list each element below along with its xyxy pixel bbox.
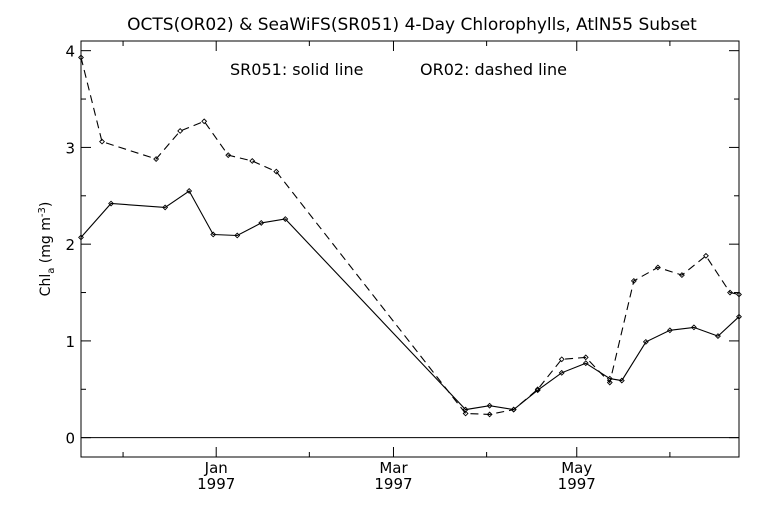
data-point-sr051	[690, 324, 697, 331]
x-tick-label-year: 1997	[558, 475, 596, 493]
x-tick-label-year: 1997	[197, 475, 235, 493]
y-axis-label: Chla (mg m-3)	[37, 202, 57, 297]
y-label-superscript: -3	[37, 207, 48, 217]
x-tick-label-month: Jan	[204, 459, 228, 477]
data-point-sr051	[108, 200, 114, 207]
y-label-main: Chl	[38, 274, 54, 297]
data-point-or02	[510, 406, 517, 413]
legend-dashed-label: OR02: dashed line	[420, 60, 567, 79]
data-point-or02	[201, 118, 208, 125]
data-point-or02	[630, 277, 637, 284]
data-point-sr051	[666, 327, 673, 334]
data-point-sr051	[558, 369, 565, 376]
series-line-or02	[80, 57, 740, 415]
data-point-sr051	[715, 333, 721, 340]
data-point-or02	[153, 156, 160, 162]
data-point-sr051	[618, 377, 625, 384]
data-point-sr051	[282, 216, 289, 222]
y-tick-label: 1	[65, 333, 75, 351]
data-point-or02	[606, 379, 613, 386]
data-point-sr051	[186, 188, 193, 194]
data-point-or02	[558, 356, 565, 363]
data-point-or02	[727, 289, 733, 296]
data-point-or02	[462, 410, 469, 417]
data-point-or02	[225, 152, 232, 159]
plot-frame	[80, 40, 740, 458]
data-point-sr051	[258, 219, 265, 226]
data-point-or02	[736, 291, 742, 298]
data-point-sr051	[736, 313, 742, 320]
data-point-or02	[678, 272, 685, 279]
data-point-sr051	[642, 338, 649, 345]
data-point-or02	[582, 354, 589, 361]
x-tick-label-year: 1997	[374, 475, 412, 493]
data-point-sr051	[234, 232, 241, 239]
y-axis-label-text: Chla (mg m-3)	[37, 202, 57, 297]
data-point-or02	[78, 54, 84, 61]
x-tick-label-month: May	[561, 459, 592, 477]
data-point-or02	[486, 411, 493, 418]
data-point-or02	[99, 138, 105, 145]
y-label-unit: (mg m	[38, 217, 54, 268]
data-point-sr051	[78, 234, 84, 241]
y-label-subscript: a	[46, 268, 57, 274]
data-point-or02	[273, 168, 280, 175]
y-tick-label: 0	[65, 430, 75, 448]
y-tick-label: 3	[65, 139, 75, 157]
data-point-sr051	[582, 360, 589, 367]
data-point-or02	[654, 264, 661, 271]
y-tick-label: 4	[65, 43, 75, 61]
legend-solid-label: SR051: solid line	[230, 60, 363, 79]
data-point-sr051	[606, 375, 613, 382]
chart-title: OCTS(OR02) & SeaWiFS(SR051) 4-Day Chloro…	[127, 15, 697, 35]
data-point-sr051	[210, 231, 217, 238]
y-label-close: )	[38, 202, 54, 207]
data-point-sr051	[486, 402, 493, 409]
data-point-or02	[177, 128, 184, 134]
data-point-sr051	[534, 387, 541, 394]
data-point-or02	[249, 158, 256, 164]
data-point-sr051	[462, 406, 469, 413]
data-point-or02	[534, 386, 541, 393]
series-line-sr051	[80, 190, 740, 411]
y-tick-label: 2	[65, 236, 75, 254]
x-tick-label-month: Mar	[379, 459, 408, 477]
data-point-or02	[703, 252, 709, 259]
data-point-sr051	[162, 204, 169, 211]
